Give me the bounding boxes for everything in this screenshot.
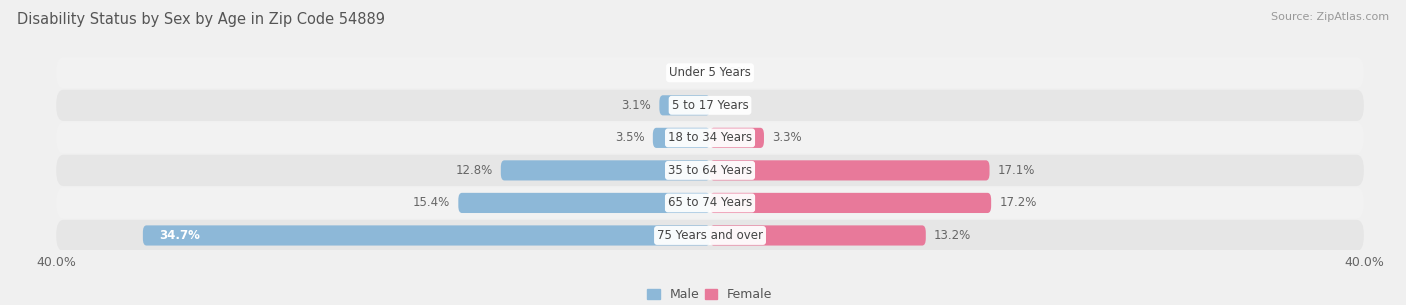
- Text: 35 to 64 Years: 35 to 64 Years: [668, 164, 752, 177]
- Text: 3.3%: 3.3%: [772, 131, 801, 144]
- Text: Under 5 Years: Under 5 Years: [669, 66, 751, 79]
- Text: 5 to 17 Years: 5 to 17 Years: [672, 99, 748, 112]
- FancyBboxPatch shape: [659, 95, 710, 115]
- Text: 17.1%: 17.1%: [998, 164, 1035, 177]
- FancyBboxPatch shape: [56, 220, 1364, 251]
- Text: Source: ZipAtlas.com: Source: ZipAtlas.com: [1271, 12, 1389, 22]
- FancyBboxPatch shape: [710, 128, 763, 148]
- Text: 3.5%: 3.5%: [614, 131, 644, 144]
- Text: Disability Status by Sex by Age in Zip Code 54889: Disability Status by Sex by Age in Zip C…: [17, 12, 385, 27]
- FancyBboxPatch shape: [56, 57, 1364, 88]
- Text: 12.8%: 12.8%: [456, 164, 492, 177]
- Text: 15.4%: 15.4%: [413, 196, 450, 210]
- FancyBboxPatch shape: [458, 193, 710, 213]
- FancyBboxPatch shape: [143, 225, 710, 246]
- FancyBboxPatch shape: [710, 225, 925, 246]
- Text: 0.0%: 0.0%: [718, 99, 748, 112]
- Text: 34.7%: 34.7%: [159, 229, 200, 242]
- FancyBboxPatch shape: [501, 160, 710, 181]
- Legend: Male, Female: Male, Female: [643, 283, 778, 305]
- FancyBboxPatch shape: [56, 90, 1364, 121]
- FancyBboxPatch shape: [710, 160, 990, 181]
- Text: 18 to 34 Years: 18 to 34 Years: [668, 131, 752, 144]
- Text: 17.2%: 17.2%: [1000, 196, 1036, 210]
- FancyBboxPatch shape: [56, 122, 1364, 153]
- Text: 0.0%: 0.0%: [718, 66, 748, 79]
- FancyBboxPatch shape: [56, 187, 1364, 219]
- Text: 13.2%: 13.2%: [934, 229, 972, 242]
- Text: 75 Years and over: 75 Years and over: [657, 229, 763, 242]
- FancyBboxPatch shape: [710, 193, 991, 213]
- Text: 0.0%: 0.0%: [672, 66, 702, 79]
- FancyBboxPatch shape: [56, 155, 1364, 186]
- Text: 3.1%: 3.1%: [621, 99, 651, 112]
- Text: 65 to 74 Years: 65 to 74 Years: [668, 196, 752, 210]
- FancyBboxPatch shape: [652, 128, 710, 148]
